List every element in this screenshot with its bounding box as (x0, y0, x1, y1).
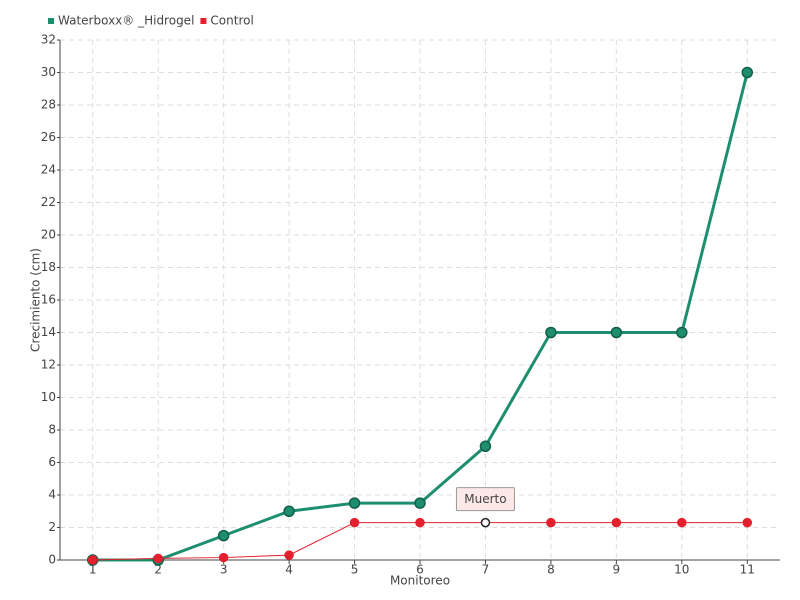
y-tick-label: 28 (41, 98, 56, 112)
data-point (217, 529, 230, 542)
data-point (742, 517, 753, 528)
y-tick-label: 32 (41, 33, 56, 47)
legend-swatch (48, 18, 54, 24)
x-tick-label: 4 (285, 563, 293, 577)
data-point (546, 517, 556, 528)
x-tick-label: 11 (740, 563, 755, 577)
y-tick-label: 22 (41, 195, 56, 209)
y-tick-label: 18 (41, 260, 56, 274)
data-point (414, 497, 426, 509)
y-tick-label: 14 (41, 325, 56, 339)
x-tick-label: 6 (416, 563, 424, 577)
y-tick-label: 30 (41, 65, 56, 79)
data-point (479, 440, 492, 452)
data-point (348, 497, 361, 509)
x-tick-label: 9 (613, 563, 621, 577)
annotation-text: Muerto (464, 492, 506, 506)
annotation-box (455, 487, 515, 512)
x-tick-label: 7 (482, 563, 490, 577)
data-point (611, 517, 622, 528)
data-point (741, 66, 754, 79)
legend-label: Control (210, 14, 253, 28)
data-point (283, 505, 295, 517)
data-point (677, 517, 687, 528)
legend-swatch (200, 18, 207, 24)
data-point (415, 517, 425, 528)
y-tick-label: 26 (41, 130, 56, 144)
data-point (545, 326, 557, 339)
data-point (610, 326, 623, 339)
y-axis-title: Crecimiento (cm) (29, 248, 43, 352)
data-point (349, 517, 360, 528)
x-tick-label: 2 (154, 563, 162, 577)
y-tick-label: 10 (41, 390, 56, 404)
y-tick-label: 2 (48, 520, 56, 534)
series-line (92, 72, 749, 562)
data-point (87, 555, 98, 565)
y-tick-label: 12 (41, 358, 56, 372)
x-tick-label: 5 (351, 563, 359, 577)
data-point (480, 517, 491, 528)
x-tick-label: 10 (674, 563, 689, 577)
y-tick-label: 8 (48, 423, 56, 437)
data-point (284, 550, 294, 560)
y-tick-label: 16 (41, 293, 56, 307)
data-point (676, 326, 688, 339)
x-axis-title: Monitoreo (390, 574, 450, 588)
data-point (218, 552, 229, 563)
y-tick-label: 24 (41, 163, 56, 177)
y-tick-label: 0 (48, 553, 56, 567)
data-point (153, 553, 163, 564)
x-tick-label: 1 (89, 563, 97, 577)
legend-label: Waterboxx® _Hidrogel (58, 14, 194, 28)
x-tick-label: 8 (547, 563, 555, 577)
y-tick-label: 6 (48, 455, 56, 469)
x-tick-label: 3 (220, 563, 228, 577)
y-tick-label: 20 (41, 228, 56, 242)
y-tick-label: 4 (48, 488, 56, 502)
